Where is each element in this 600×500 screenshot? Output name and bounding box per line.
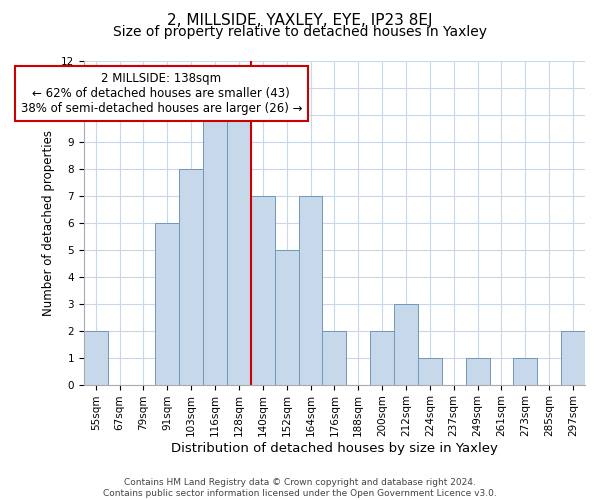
Bar [155,223,179,384]
Bar [370,330,394,384]
Bar [418,358,442,384]
Text: Contains HM Land Registry data © Crown copyright and database right 2024.
Contai: Contains HM Land Registry data © Crown c… [103,478,497,498]
Bar [251,196,275,384]
Bar [203,116,227,384]
X-axis label: Distribution of detached houses by size in Yaxley: Distribution of detached houses by size … [171,442,498,455]
Text: Size of property relative to detached houses in Yaxley: Size of property relative to detached ho… [113,25,487,39]
Bar [179,169,203,384]
Bar [514,358,537,384]
Bar [394,304,418,384]
Bar [299,196,322,384]
Bar [322,330,346,384]
Bar [84,330,107,384]
Bar [561,330,585,384]
Text: 2, MILLSIDE, YAXLEY, EYE, IP23 8EJ: 2, MILLSIDE, YAXLEY, EYE, IP23 8EJ [167,12,433,28]
Bar [275,250,299,384]
Bar [227,116,251,384]
Y-axis label: Number of detached properties: Number of detached properties [42,130,55,316]
Bar [466,358,490,384]
Text: 2 MILLSIDE: 138sqm
← 62% of detached houses are smaller (43)
38% of semi-detache: 2 MILLSIDE: 138sqm ← 62% of detached hou… [20,72,302,116]
